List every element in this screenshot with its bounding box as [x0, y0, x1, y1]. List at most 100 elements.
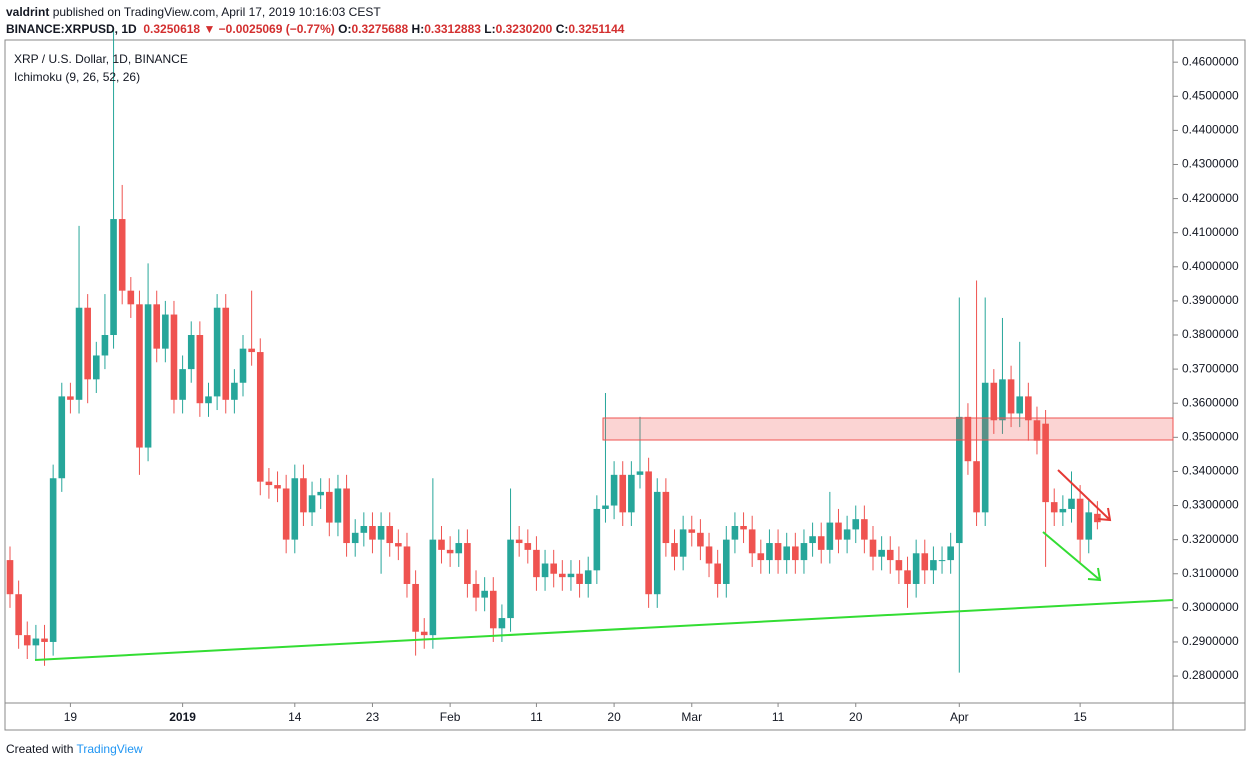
candle-body — [679, 529, 687, 557]
candle-body — [912, 553, 920, 584]
header-line: valdrint published on TradingView.com, A… — [6, 4, 624, 21]
ohlc-label: L: — [484, 22, 496, 36]
x-tick-label: Mar — [681, 710, 702, 724]
candle-body — [1085, 512, 1093, 540]
y-tick-label: 0.3500000 — [1182, 429, 1239, 443]
x-tick-label: Apr — [950, 710, 969, 724]
y-tick-label: 0.3200000 — [1182, 532, 1239, 546]
candle-body — [507, 539, 514, 619]
header: valdrint published on TradingView.com, A… — [6, 4, 624, 38]
frame — [4, 39, 1246, 731]
candle-body — [377, 525, 385, 540]
candle-body — [541, 563, 549, 578]
candle-body — [1007, 379, 1015, 414]
candle-body — [990, 382, 998, 421]
candle-body — [110, 219, 117, 336]
candle-body — [533, 549, 540, 578]
published: published on TradingView.com, April 17, … — [52, 5, 381, 19]
candle-body — [662, 491, 670, 544]
candle-body — [395, 543, 402, 547]
ohlc-label: H: — [411, 22, 425, 36]
candle-body — [559, 573, 566, 578]
candle-body — [817, 536, 825, 550]
y-tick-label: 0.3900000 — [1182, 293, 1239, 307]
candle-body — [550, 563, 557, 574]
created: Created with — [6, 742, 74, 756]
change: −0.0025069 (−0.77%) — [218, 22, 335, 36]
candle-body — [300, 478, 307, 513]
y-tick-label: 0.2900000 — [1182, 634, 1239, 648]
y-tick-label: 0.4300000 — [1182, 157, 1239, 171]
ohlc-value: 0.3275688 — [351, 22, 409, 36]
candle-body — [1025, 396, 1032, 421]
y-tick-label: 0.3400000 — [1182, 464, 1239, 478]
candle-body — [6, 560, 14, 595]
support-trendline — [34, 599, 1174, 661]
legend-title: XRP / U.S. Dollar, 1D, BINANCE — [14, 52, 188, 66]
candle-body — [326, 491, 333, 523]
candle-body — [162, 314, 169, 349]
candle-body — [23, 635, 31, 646]
x-tick-label: Feb — [440, 710, 461, 724]
y-tick-label: 0.4600000 — [1182, 54, 1239, 68]
candle-body — [101, 335, 109, 356]
candle-body — [973, 461, 980, 513]
candle-body — [308, 495, 316, 513]
candle-body — [843, 529, 851, 540]
candle-body — [464, 543, 471, 584]
x-tick-label: 11 — [530, 710, 543, 724]
candle-body — [144, 304, 152, 448]
candle-body — [653, 491, 661, 595]
y-tick-label: 0.3000000 — [1182, 600, 1239, 614]
y-tick-label: 0.4000000 — [1182, 259, 1239, 273]
candle-body — [999, 379, 1006, 421]
y-tick-label: 0.3600000 — [1182, 395, 1239, 409]
candle-body — [455, 543, 463, 554]
candle-body — [187, 335, 195, 370]
candle-body — [938, 560, 946, 562]
candle-body — [205, 396, 212, 404]
candle-body — [49, 478, 57, 642]
candle-body — [274, 485, 281, 489]
symbol: BINANCE:XRPUSD, 1D — [6, 22, 137, 36]
candle-body — [895, 560, 903, 571]
author: valdrint — [6, 5, 50, 19]
candle-body — [774, 543, 782, 561]
candle-body — [41, 638, 48, 642]
y-tick-label: 0.3700000 — [1182, 361, 1239, 375]
candle-body — [446, 549, 454, 554]
candle-body — [636, 471, 644, 475]
candle-body — [602, 505, 609, 509]
candle-body — [1033, 420, 1041, 441]
candle-body — [731, 525, 739, 540]
candle-body — [369, 525, 376, 540]
candle-body — [343, 488, 350, 544]
candle-body — [32, 638, 40, 646]
candle-body — [93, 355, 100, 380]
candle-body — [429, 539, 437, 636]
candle-body — [360, 525, 368, 533]
candle-body — [179, 369, 186, 400]
brand: TradingView — [76, 742, 143, 756]
candle-body — [748, 529, 756, 554]
candle-body — [1050, 502, 1058, 513]
ohlc-value: 0.3251144 — [568, 22, 625, 36]
candle-body — [757, 553, 765, 561]
candle-body — [498, 618, 506, 629]
candle-body — [697, 532, 704, 547]
candle-body — [947, 546, 954, 561]
ohlc-label: O: — [338, 22, 352, 36]
candle-body — [213, 307, 221, 397]
candle-body — [956, 416, 963, 544]
candle-body — [334, 488, 342, 523]
candle-body — [576, 573, 583, 584]
candle-body — [628, 474, 635, 513]
candle-body — [792, 546, 799, 561]
candle-body — [265, 481, 273, 486]
candle-body — [1016, 396, 1024, 414]
x-tick-label: 19 — [64, 710, 78, 724]
candle-body — [610, 474, 618, 506]
candle-body — [1059, 508, 1067, 513]
x-tick-label: 11 — [772, 710, 785, 724]
